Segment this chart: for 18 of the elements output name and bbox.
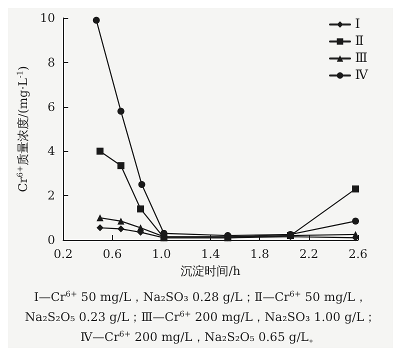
- legend-label: Ⅰ: [355, 17, 360, 32]
- x-tick-label: 2.6: [348, 247, 368, 261]
- y-tick-label: 4: [48, 144, 56, 158]
- y-tick-label: 8: [48, 55, 56, 70]
- legend-label: Ⅳ: [355, 68, 370, 83]
- x-tick-label: 1.8: [250, 247, 270, 261]
- x-tick-label: 1.0: [152, 247, 171, 261]
- legend-label: Ⅱ: [355, 34, 364, 49]
- x-tick-label: 0.6: [102, 247, 122, 261]
- y-tick-label: 2: [48, 188, 56, 203]
- x-tick-label: 2.2: [299, 247, 318, 261]
- y-tick-label: 0: [48, 233, 56, 247]
- y-tick-label: 6: [48, 100, 56, 114]
- x-axis-title: 沉淀时间/h: [180, 264, 241, 278]
- legend-label: Ⅲ: [355, 51, 368, 66]
- x-tick-label: 0.2: [54, 247, 73, 261]
- y-tick-label: 10: [40, 11, 56, 25]
- x-tick-label: 1.4: [201, 247, 220, 261]
